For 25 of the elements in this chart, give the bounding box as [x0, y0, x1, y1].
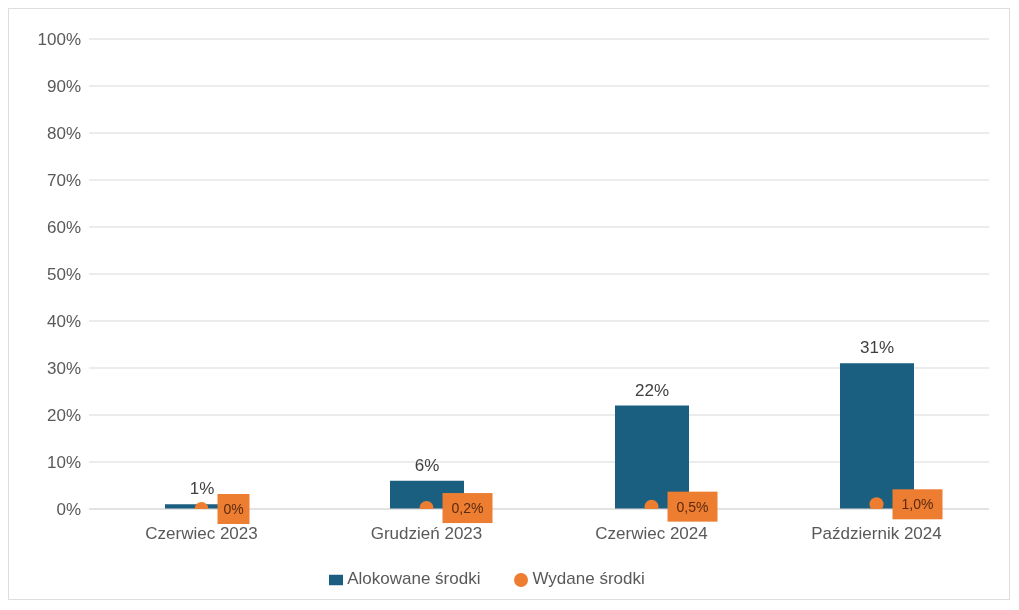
y-tick-label: 70% — [46, 171, 81, 191]
y-tick-label: 10% — [46, 453, 81, 473]
data-label: 0% — [223, 501, 244, 517]
y-tick-label: 100% — [37, 30, 81, 50]
legend-label: Wydane środki — [532, 569, 645, 588]
data-label: 22% — [634, 380, 670, 400]
x-tick-label: Grudzień 2023 — [370, 524, 483, 544]
data-label: 1% — [189, 479, 215, 499]
data-label: 31% — [859, 338, 895, 358]
x-tick-label: Czerwiec 2024 — [595, 524, 708, 544]
y-tick-label: 90% — [46, 77, 81, 97]
y-tick-label: 60% — [46, 218, 81, 238]
y-tick-label: 0% — [56, 500, 81, 520]
data-label: 0,2% — [451, 500, 484, 517]
y-tick-label: 40% — [46, 312, 81, 332]
y-tick-label: 80% — [46, 124, 81, 144]
data-label: 6% — [414, 455, 440, 475]
data-label: 0,5% — [676, 498, 709, 515]
x-tick-label: Październik 2024 — [811, 524, 942, 544]
legend-label: Alokowane środki — [347, 569, 481, 588]
x-tick-label: Czerwiec 2023 — [145, 524, 258, 544]
y-tick-label: 50% — [46, 265, 81, 285]
data-label: 1,0% — [901, 496, 934, 513]
y-tick-label: 20% — [46, 406, 81, 426]
y-tick-label: 30% — [46, 359, 81, 379]
